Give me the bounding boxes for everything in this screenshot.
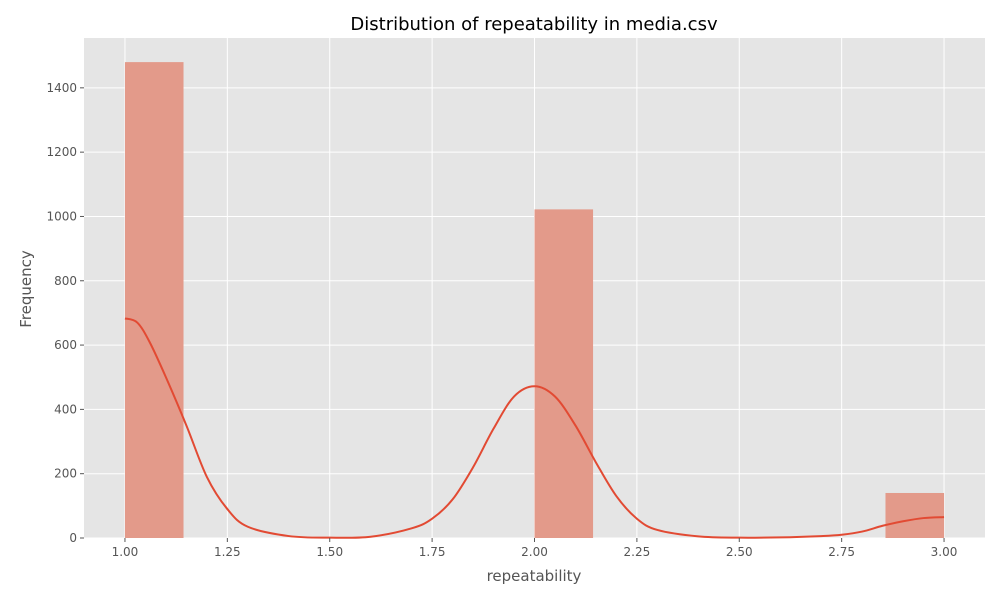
histogram-bar bbox=[885, 492, 945, 538]
y-tick-label: 600 bbox=[54, 338, 77, 352]
x-axis-ticks: 1.00 1.25 1.50 1.75 2.00 2.25 2.50 2.75 3.00 bbox=[112, 538, 958, 559]
y-tick-label: 1000 bbox=[46, 209, 77, 223]
kde-curve bbox=[124, 317, 945, 539]
histogram-bars bbox=[124, 62, 945, 539]
y-tick-label: 400 bbox=[54, 402, 77, 416]
x-tick-label: 1.25 bbox=[214, 545, 241, 559]
chart-title: Distribution of repeatability in media.c… bbox=[350, 14, 718, 35]
x-tick-label: 2.75 bbox=[828, 545, 855, 559]
y-tick-label: 1200 bbox=[46, 145, 77, 159]
x-tick-label: 1.00 bbox=[112, 545, 139, 559]
y-tick-label: 0 bbox=[69, 531, 77, 545]
y-tick-label: 1400 bbox=[46, 81, 77, 95]
y-axis-label: Frequency bbox=[17, 250, 35, 328]
x-tick-label: 2.50 bbox=[726, 545, 753, 559]
x-tick-label: 1.75 bbox=[419, 545, 446, 559]
histogram-bar bbox=[534, 209, 594, 538]
x-tick-label: 3.00 bbox=[931, 545, 958, 559]
histogram-bar bbox=[124, 62, 184, 539]
x-axis-label: repeatability bbox=[487, 567, 582, 585]
y-tick-label: 800 bbox=[54, 274, 77, 288]
x-tick-label: 2.25 bbox=[624, 545, 651, 559]
y-tick-label: 200 bbox=[54, 467, 77, 481]
y-axis-ticks: 0 200 400 600 800 1000 1200 1400 bbox=[46, 81, 84, 545]
x-tick-label: 1.50 bbox=[316, 545, 343, 559]
x-tick-label: 2.00 bbox=[521, 545, 548, 559]
